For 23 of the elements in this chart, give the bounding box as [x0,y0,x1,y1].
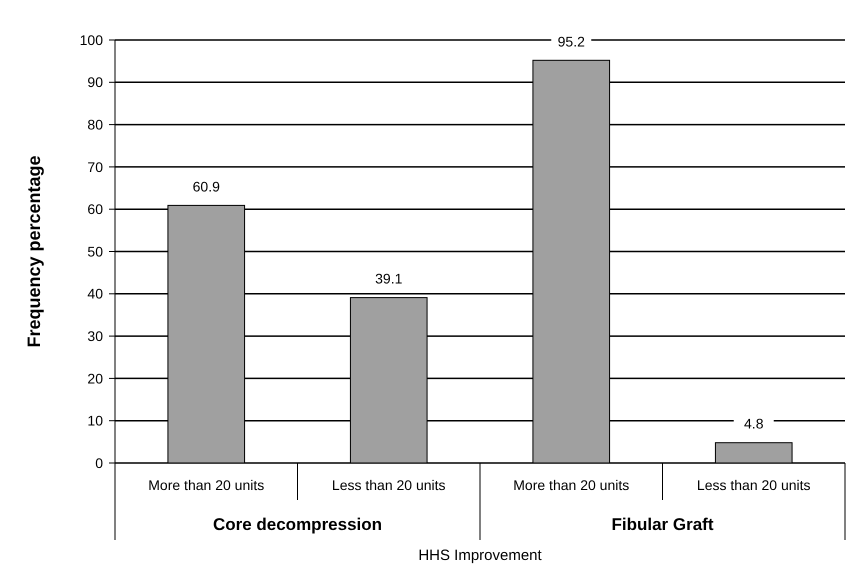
y-axis-title: Frequency percentage [24,155,44,348]
y-tick-label: 40 [87,286,104,302]
text: Fibular Graft [611,515,714,534]
x-tick-label: Less than 20 units [696,477,811,493]
data-label: 4.8 [744,416,764,432]
y-tick-label: 90 [87,74,104,90]
y-tick-label: 50 [87,243,104,260]
x-tick-label: More than 20 units [148,477,264,493]
y-tick-label: 0 [95,454,104,471]
y-tick-label: 100 [80,32,104,48]
x-tick-label: Less than 20 units [332,477,446,493]
data-label: 60.9 [192,178,220,194]
y-tick-label: 20 [87,370,104,386]
y-tick-label: 60 [87,201,104,218]
y-tick-label: 30 [87,328,104,344]
text: Core decompression [212,515,382,534]
data-label: 39.1 [375,270,403,287]
x-axis-title: HHS Improvement [418,547,543,564]
y-tick-label: 80 [87,116,104,132]
y-tick-label: 10 [87,412,104,429]
x-tick-label: More than 20 units [513,477,630,493]
data-label: 95.2 [558,33,586,50]
y-tick-label: 70 [87,158,104,175]
